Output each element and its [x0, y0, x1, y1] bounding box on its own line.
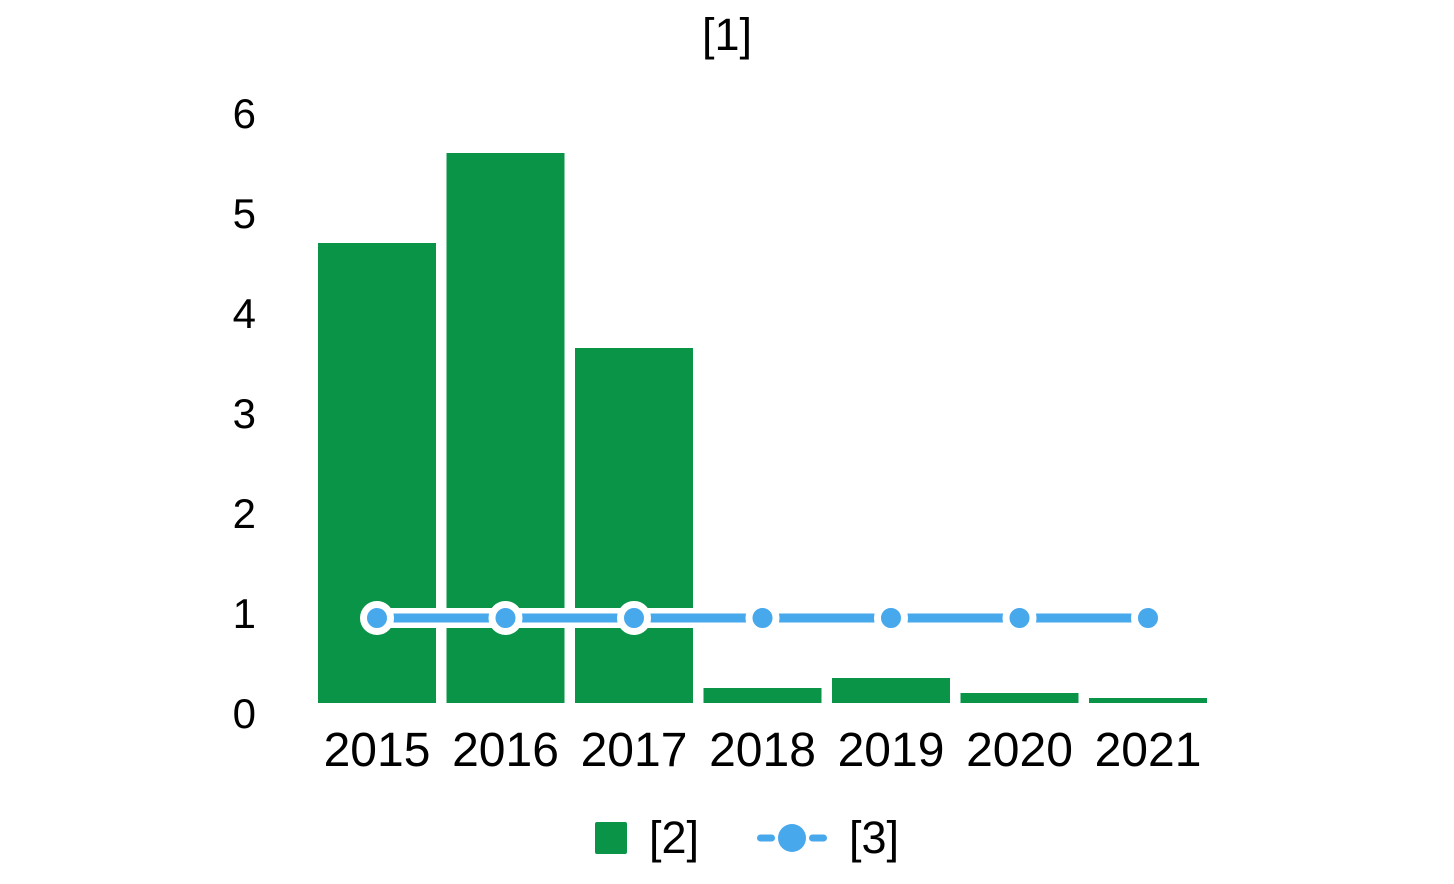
y-tick-label-6: 6 [233, 90, 256, 137]
legend-dash-left-icon [757, 834, 775, 842]
x-tick-label-2016: 2016 [452, 724, 559, 777]
x-tick-label-2017: 2017 [581, 724, 688, 777]
line-point-2015 [360, 601, 394, 635]
line-point-2019 [874, 601, 908, 635]
x-tick-label-2019: 2019 [838, 724, 945, 777]
legend: [2] [3] [40, 804, 1454, 872]
line-point-2018 [745, 601, 780, 635]
y-tick-label-0: 0 [233, 690, 256, 737]
x-tick-label-2015: 2015 [324, 724, 431, 777]
bar-2017 [575, 348, 693, 703]
line-point-2016 [488, 601, 523, 635]
legend-label-line: [3] [849, 812, 900, 863]
legend-label-bars: [2] [648, 812, 699, 863]
legend-dash-right-icon [809, 834, 827, 842]
x-tick-label-2018: 2018 [709, 724, 816, 777]
x-tick-label-2020: 2020 [966, 724, 1073, 777]
legend-item-bars: [2] [594, 812, 699, 864]
line-point-2021 [1131, 601, 1165, 635]
x-tick-label-2021: 2021 [1095, 724, 1202, 777]
bar-2019 [832, 678, 950, 703]
bar-2020 [960, 693, 1079, 703]
line-point-2017 [617, 601, 651, 635]
line-point-2020 [1002, 601, 1037, 635]
y-tick-label-3: 3 [233, 390, 256, 437]
bar-series-swatch [594, 822, 627, 854]
y-tick-label-4: 4 [233, 290, 256, 337]
bar-2021 [1089, 698, 1207, 703]
legend-dot-icon [778, 824, 806, 852]
line-series-swatch [757, 824, 827, 852]
bar-2018 [703, 688, 822, 703]
chart-title: [1] [701, 9, 753, 60]
y-tick-label-1: 1 [233, 590, 256, 637]
legend-item-line: [3] [757, 812, 899, 864]
y-tick-label-2: 2 [233, 490, 256, 537]
y-tick-label-5: 5 [233, 190, 256, 237]
